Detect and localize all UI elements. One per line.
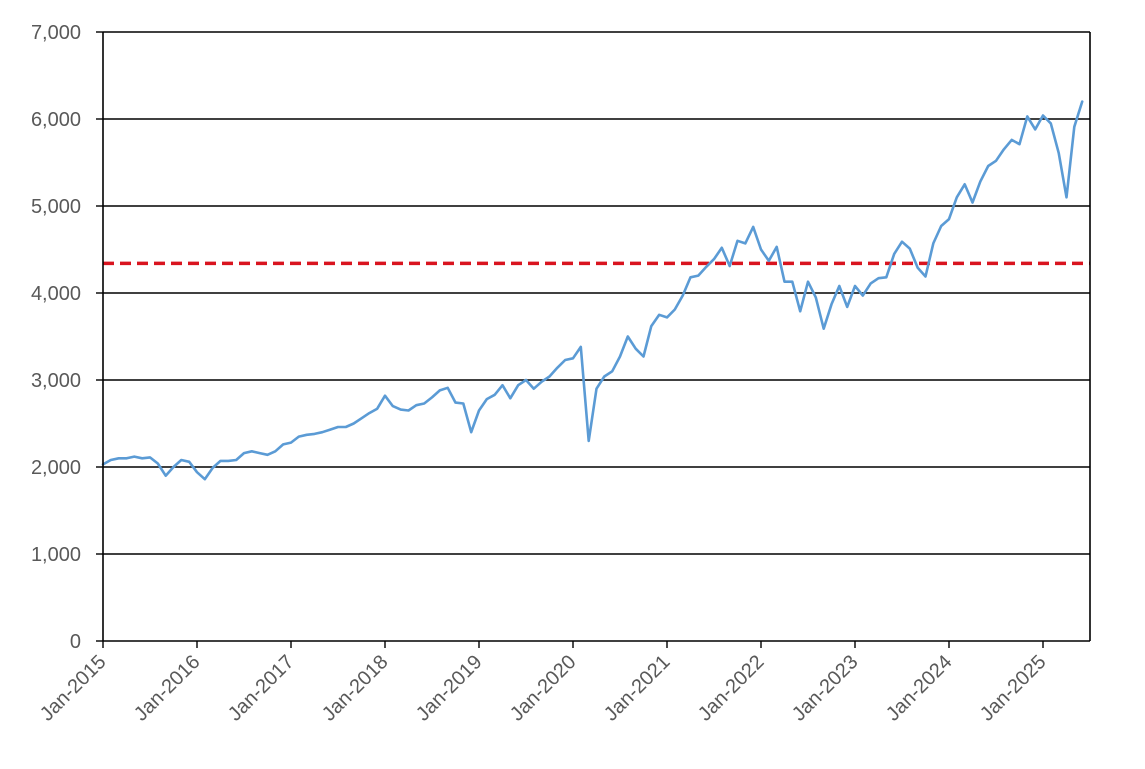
y-tick-label: 4,000 <box>31 283 81 305</box>
x-tick-label: Jan-2023 <box>788 651 863 726</box>
x-tick-label: Jan-2025 <box>976 651 1051 726</box>
y-tick-label: 6,000 <box>31 109 81 131</box>
x-tick-label: Jan-2018 <box>318 651 393 726</box>
x-tick-label: Jan-2022 <box>694 651 769 726</box>
series-line <box>101 100 1084 481</box>
x-tick-label: Jan-2016 <box>130 651 205 726</box>
y-tick-labels: 0 1,000 2,000 3,000 4,000 5,000 6,000 7,000 <box>31 22 81 653</box>
x-tick-label: Jan-2021 <box>600 651 675 726</box>
y-tick-label: 7,000 <box>31 22 81 44</box>
y-tick-label: 2,000 <box>31 457 81 479</box>
y-tick-label: 3,000 <box>31 370 81 392</box>
x-tick-label: Jan-2015 <box>36 651 111 726</box>
series-group <box>101 100 1084 481</box>
x-tick-label: Jan-2024 <box>882 651 957 726</box>
y-tick-label: 1,000 <box>31 544 81 566</box>
y-tick-label: 5,000 <box>31 196 81 218</box>
y-tick-label: 0 <box>70 631 81 653</box>
x-tick-label: Jan-2020 <box>506 651 581 726</box>
gridlines <box>96 31 1090 642</box>
axes <box>102 32 1091 648</box>
x-tick-labels: Jan-2015 Jan-2016 Jan-2017 Jan-2018 Jan-2019… <box>36 651 1051 726</box>
x-tick-label: Jan-2017 <box>224 651 299 726</box>
x-tick-label: Jan-2019 <box>412 651 487 726</box>
